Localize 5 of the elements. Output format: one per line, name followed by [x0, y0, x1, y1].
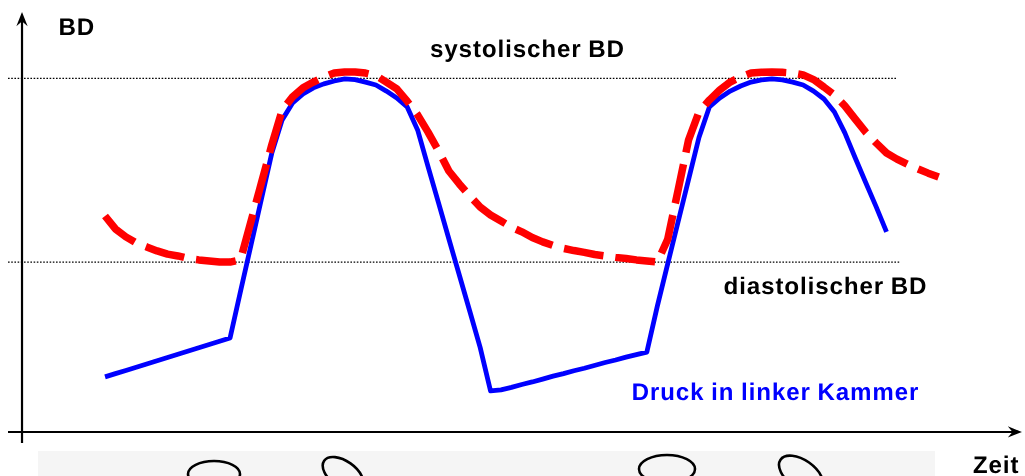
ref-line-label: systolischer BD: [430, 39, 623, 62]
y-axis-title: BD: [60, 18, 94, 35]
x-axis-title: Zeit: [973, 455, 1019, 474]
ref-line-label: diastolischer BD: [724, 276, 926, 295]
series-label: Druck in linker Kammer: [633, 382, 918, 401]
